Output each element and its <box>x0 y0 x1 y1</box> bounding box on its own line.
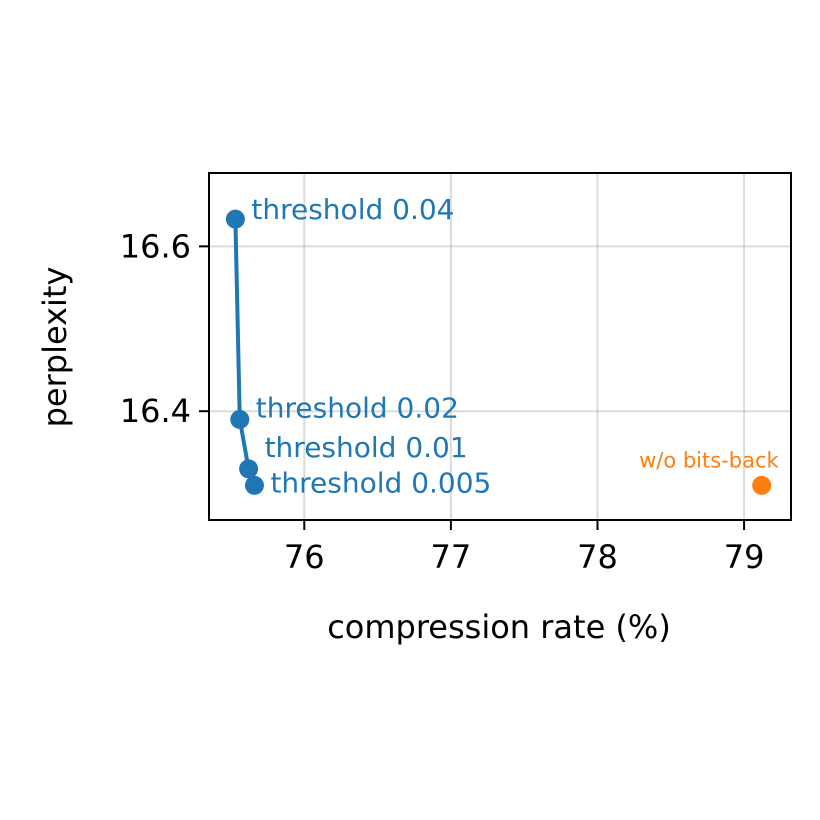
threshold-point <box>244 475 264 495</box>
x-tick-label: 76 <box>284 538 325 576</box>
x-tick-label: 79 <box>724 538 765 576</box>
ticks: 76 77 78 79 16.4 16.6 <box>120 227 765 576</box>
threshold-point-label: threshold 0.04 <box>251 193 454 226</box>
x-axis-label: compression rate (%) <box>327 608 671 646</box>
bits-back-point-label: w/o bits-back <box>639 448 779 472</box>
threshold-point-label: threshold 0.02 <box>256 391 459 424</box>
x-tick-label: 77 <box>431 538 472 576</box>
bits-back-point <box>752 475 772 495</box>
threshold-point <box>230 409 250 429</box>
threshold-point <box>225 209 245 229</box>
threshold-point-label: threshold 0.005 <box>270 466 491 499</box>
threshold-point <box>239 459 259 479</box>
y-tick-label: 16.4 <box>120 392 191 430</box>
grid <box>209 173 791 520</box>
x-tick-label: 78 <box>577 538 618 576</box>
point-labels: threshold 0.04 threshold 0.02 threshold 0.… <box>251 193 779 499</box>
threshold-point-label: threshold 0.01 <box>265 431 468 464</box>
plot-frame <box>208 172 792 521</box>
y-axis-label: perplexity <box>36 267 74 428</box>
series <box>225 209 772 495</box>
y-tick-label: 16.6 <box>120 227 191 265</box>
